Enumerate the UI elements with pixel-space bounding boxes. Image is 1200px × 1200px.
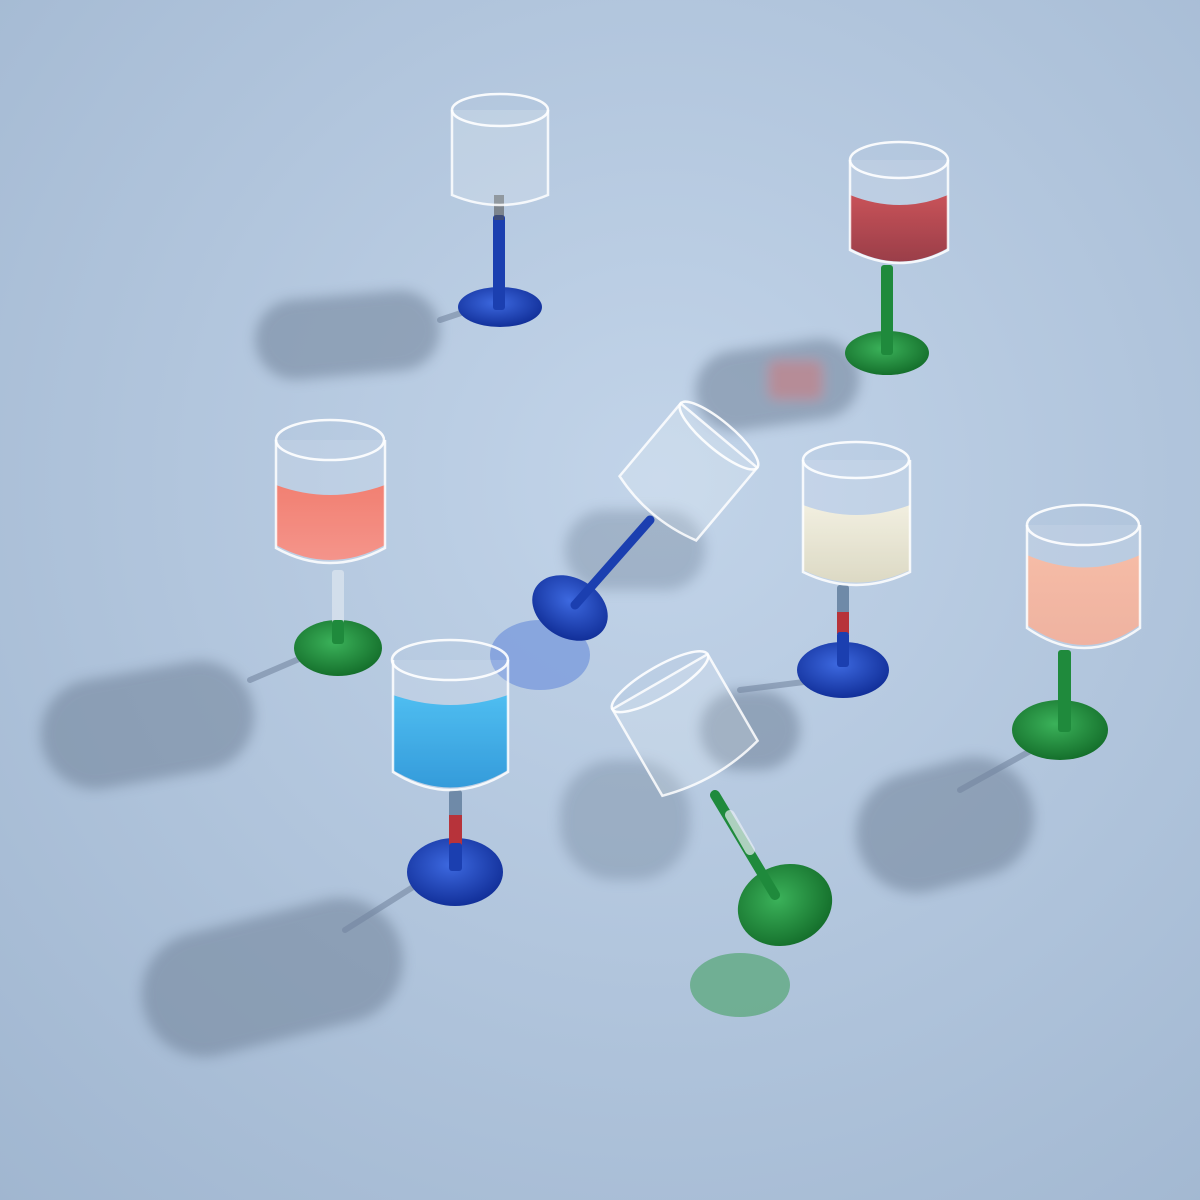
glass-bowl (801, 460, 912, 587)
glass-coral (274, 418, 387, 676)
glass-stem (881, 265, 893, 355)
glass-tipped-green-stem (610, 650, 833, 947)
glass-aqua (390, 638, 510, 906)
glass-foot (737, 863, 833, 947)
glass-stem (570, 515, 655, 610)
glass-bowl (274, 440, 387, 565)
glass-foot (797, 642, 889, 698)
glass-red-wine (845, 140, 950, 375)
glass-stem (493, 215, 505, 310)
glass-tipped-blue-stem (532, 400, 760, 641)
glass-liquid (850, 195, 948, 262)
glass-liquid (393, 695, 508, 788)
glass-clear-blue-stem (450, 92, 550, 327)
cast-shadows (40, 290, 1034, 1057)
glass-bowl (1025, 525, 1142, 650)
glass-stem (837, 585, 849, 615)
glass-white-wine (797, 440, 912, 698)
glass-stem (1058, 650, 1071, 732)
glass-bowl (618, 401, 759, 542)
glass-foot (407, 838, 503, 906)
glass-liquid (1027, 555, 1140, 645)
glass-bowl (610, 652, 760, 798)
glass-bowl (450, 110, 550, 207)
glass-liquid (276, 485, 385, 560)
glass-bowl (391, 660, 510, 792)
glass-stem (449, 790, 462, 818)
glass-peach (1012, 503, 1142, 760)
glass-bowl (848, 160, 950, 265)
glass-foot (294, 620, 382, 676)
glass-liquid (803, 505, 910, 583)
tinted-shadow-green (690, 953, 790, 1017)
